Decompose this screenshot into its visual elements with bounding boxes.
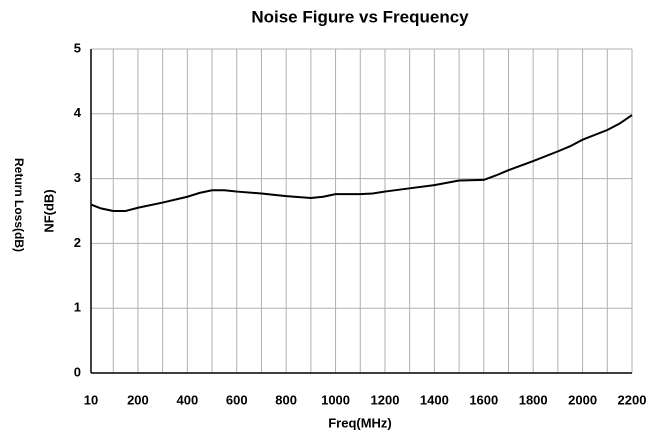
outer-axis-title: Return Loss(dB)	[12, 158, 26, 252]
x-tick-label: 800	[275, 392, 297, 407]
x-axis-title: Freq(MHz)	[328, 415, 392, 430]
x-tick-label: 2000	[568, 392, 597, 407]
y-axis-title: NF(dB)	[41, 189, 56, 232]
y-tick-label: 4	[74, 105, 82, 120]
x-tick-label: 2200	[618, 392, 647, 407]
x-tick-label: 10	[84, 392, 98, 407]
x-tick-label: 600	[226, 392, 248, 407]
x-tick-label: 1800	[519, 392, 548, 407]
x-tick-label: 400	[176, 392, 198, 407]
x-tick-label: 1000	[321, 392, 350, 407]
y-tick-label: 5	[74, 40, 81, 55]
chart-title: Noise Figure vs Frequency	[251, 7, 469, 26]
y-tick-label: 2	[74, 235, 81, 250]
y-tick-label: 0	[74, 364, 81, 379]
y-tick-label: 1	[74, 300, 81, 315]
x-tick-label: 1200	[371, 392, 400, 407]
data-line	[90, 114, 633, 212]
y-tick-label: 3	[74, 170, 81, 185]
x-tick-label: 1600	[469, 392, 498, 407]
x-tick-label: 1400	[420, 392, 449, 407]
x-tick-label: 200	[127, 392, 149, 407]
